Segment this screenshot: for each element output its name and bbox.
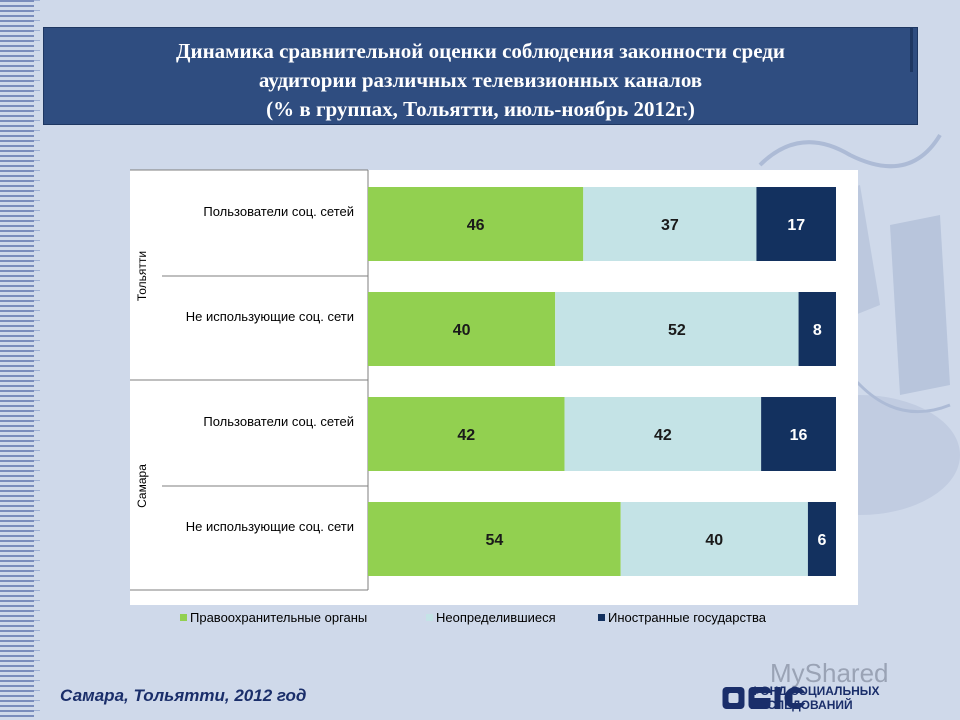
- bar-segment: [368, 397, 565, 471]
- data-label: 42: [654, 427, 672, 444]
- category-label: Пользователи соц. сетей: [203, 204, 354, 219]
- bar-segment: [555, 292, 799, 366]
- bar-segment: [756, 187, 836, 261]
- data-label: 40: [705, 532, 723, 549]
- title-line-3: (% в группах, Тольятти, июль-ноябрь 2012…: [266, 97, 695, 121]
- bar-segment: [620, 502, 808, 576]
- title-line-1: Динамика сравнительной оценки соблюдения…: [176, 39, 785, 63]
- data-label: 16: [790, 427, 808, 444]
- group-label: Самара: [135, 464, 149, 508]
- legend-label: Иностранные государства: [608, 610, 767, 625]
- fund-name-line-2: ИССЛЕДОВАНИЙ: [750, 698, 853, 712]
- bar-segment: [368, 187, 584, 261]
- watermark: MyShared: [770, 658, 889, 688]
- bar-segment: [368, 502, 621, 576]
- data-label: 37: [661, 217, 679, 234]
- data-label: 46: [467, 217, 485, 234]
- bar-segment: [761, 397, 836, 471]
- bar-segment: [583, 187, 757, 261]
- data-label: 42: [457, 427, 475, 444]
- fund-name-line-1: ФОНД СОЦИАЛЬНЫХ: [750, 684, 880, 698]
- data-label: 6: [818, 532, 827, 549]
- slide-title: Динамика сравнительной оценки соблюдения…: [43, 27, 918, 125]
- fund-name: ФОНД СОЦИАЛЬНЫХ ИССЛЕДОВАНИЙ: [750, 684, 880, 712]
- category-label: Пользователи соц. сетей: [203, 414, 354, 429]
- legend-label: Неопределившиеся: [436, 610, 556, 625]
- category-label: Не использующие соц. сети: [186, 519, 354, 534]
- footer-caption: Самара, Тольятти, 2012 год: [60, 686, 307, 705]
- bar-segment: [368, 292, 556, 366]
- bar-segment: [798, 292, 836, 366]
- bar-segment: [564, 397, 762, 471]
- left-stripe-decoration-2: [34, 0, 40, 720]
- title-line-2: аудитории различных телевизионных канало…: [258, 68, 703, 92]
- legend-swatch: [180, 614, 187, 621]
- bar-segment: [807, 502, 836, 576]
- data-label: 8: [813, 322, 822, 339]
- left-stripe-decoration: [0, 0, 34, 720]
- legend-swatch: [598, 614, 605, 621]
- title-notch: [910, 28, 913, 72]
- data-label: 40: [453, 322, 471, 339]
- category-label: Не использующие соц. сети: [186, 309, 354, 324]
- legend-label: Правоохранительные органы: [190, 610, 367, 625]
- data-label: 52: [668, 322, 686, 339]
- data-label: 17: [787, 217, 805, 234]
- fund-logo-icon: [722, 687, 809, 709]
- data-label: 54: [485, 532, 503, 549]
- group-label: Тольятти: [135, 251, 149, 301]
- legend-swatch: [426, 614, 433, 621]
